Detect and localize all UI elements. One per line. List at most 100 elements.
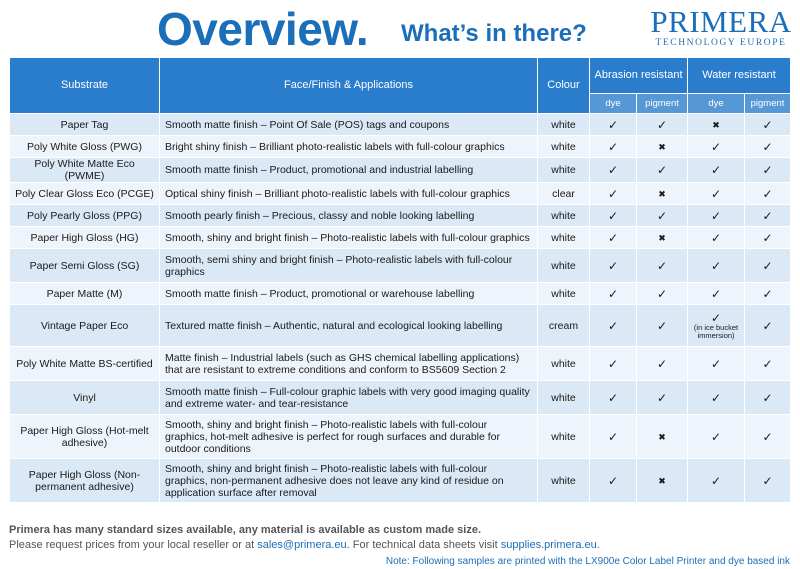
table-row: Vinyl Smooth matte finish – Full-colour g…: [9, 380, 792, 415]
table-row: Paper High Gloss (Non-permanent adhesive…: [9, 458, 792, 503]
check-icon: ✓: [762, 139, 773, 154]
header-face: Face/Finish & Applications: [159, 57, 538, 114]
check-icon: ✓: [762, 117, 773, 132]
abrasion-dye-mark-check-icon: ✓: [589, 304, 637, 347]
page-subtitle: What’s in there?: [401, 20, 587, 47]
check-icon: ✓: [710, 473, 722, 488]
check-icon: ✓: [656, 117, 668, 132]
colour-cell: white: [537, 157, 590, 183]
check-icon: ✓: [762, 186, 773, 201]
face-finish-cell: Matte finish – Industrial labels (such a…: [159, 346, 538, 381]
colour-cell: cream: [537, 304, 590, 347]
water-pigment-mark-check-icon: ✓: [744, 346, 792, 381]
colour-cell: white: [537, 226, 590, 249]
check-icon: ✓: [762, 163, 773, 177]
abrasion-pigment-mark-cross-icon: ✖: [635, 458, 689, 503]
supplies-site-link[interactable]: supplies.primera.eu: [500, 539, 597, 551]
check-icon: ✓: [607, 356, 619, 371]
water-pigment-mark-check-icon: ✓: [744, 458, 792, 503]
abrasion-pigment-mark-check-icon: ✓: [635, 282, 689, 305]
check-icon: ✓: [656, 163, 668, 177]
check-icon: ✓: [656, 318, 668, 333]
water-pigment-mark-check-icon: ✓: [744, 380, 792, 415]
check-icon: ✓: [607, 258, 619, 273]
abrasion-pigment-mark-check-icon: ✓: [635, 346, 689, 381]
substrate-cell: Paper Semi Gloss (SG): [9, 248, 160, 283]
abrasion-pigment-mark-check-icon: ✓: [635, 157, 689, 183]
check-icon: ✓: [710, 258, 722, 273]
footer-sizes-text: Primera has many standard sizes availabl…: [9, 524, 482, 536]
page-header: Overview. What’s in there? PRIMERA TECHN…: [0, 0, 800, 56]
check-icon: ✓: [607, 163, 619, 177]
water-dye-note: (in ice bucket immersion): [693, 322, 739, 340]
check-icon: ✓: [607, 230, 619, 245]
water-dye-mark-check-icon: ✓: [687, 204, 746, 227]
check-icon: ✓: [607, 186, 619, 201]
water-dye-mark-check-icon: ✓: [687, 282, 746, 305]
table-row: Poly White Matte Eco (PWME) Smooth matte …: [9, 157, 792, 183]
abrasion-dye-mark-check-icon: ✓: [589, 182, 637, 205]
water-pigment-mark-check-icon: ✓: [744, 204, 792, 227]
substrate-cell: Poly Pearly Gloss (PPG): [9, 204, 160, 227]
abrasion-dye-mark-check-icon: ✓: [589, 204, 637, 227]
check-icon: ✓: [710, 356, 722, 371]
overview-table: Substrate Face/Finish & Applications Col…: [9, 57, 792, 503]
footer-text-a: Please request prices from your local re…: [9, 539, 258, 551]
water-dye-mark-check-icon: ✓ (in ice bucket immersion): [687, 304, 746, 347]
cross-icon: ✖: [658, 232, 666, 243]
check-icon: ✓: [762, 390, 773, 405]
abrasion-pigment-mark-check-icon: ✓: [635, 304, 689, 347]
header-water-pigment: pigment: [744, 93, 792, 114]
abrasion-pigment-mark-check-icon: ✓: [635, 113, 689, 136]
face-finish-cell: Smooth matte finish – Product, promotion…: [159, 157, 538, 183]
face-finish-cell: Smooth matte finish – Point Of Sale (POS…: [159, 113, 538, 136]
abrasion-dye-mark-check-icon: ✓: [589, 248, 637, 283]
check-icon: ✓: [607, 390, 619, 405]
substrate-cell: Paper Matte (M): [9, 282, 160, 305]
abrasion-dye-mark-check-icon: ✓: [589, 135, 637, 158]
colour-cell: white: [537, 458, 590, 503]
check-icon: ✓: [607, 286, 619, 301]
colour-cell: white: [537, 135, 590, 158]
table-row: Poly Clear Gloss Eco (PCGE) Optical shiny…: [9, 182, 792, 205]
table-row: Vintage Paper Eco Textured matte finish –…: [9, 304, 792, 347]
substrate-cell: Vintage Paper Eco: [9, 304, 160, 347]
check-icon: ✓: [656, 356, 668, 371]
check-icon: ✓: [762, 258, 773, 273]
water-pigment-mark-check-icon: ✓: [744, 414, 792, 459]
table-row: Paper Matte (M) Smooth matte finish – Pro…: [9, 282, 792, 305]
check-icon: ✓: [762, 356, 773, 371]
abrasion-dye-mark-check-icon: ✓: [589, 226, 637, 249]
abrasion-dye-mark-check-icon: ✓: [589, 282, 637, 305]
check-icon: ✓: [710, 186, 722, 201]
cross-icon: ✖: [658, 141, 666, 152]
check-icon: ✓: [656, 286, 668, 301]
table-row: Paper Tag Smooth matte finish – Point Of …: [9, 113, 792, 136]
abrasion-dye-mark-check-icon: ✓: [589, 346, 637, 381]
header-substrate: Substrate: [9, 57, 160, 114]
substrate-cell: Paper High Gloss (Hot-melt adhesive): [9, 414, 160, 459]
check-icon: ✓: [762, 473, 773, 488]
check-icon: ✓: [607, 473, 619, 488]
face-finish-cell: Optical shiny finish – Brilliant photo-r…: [159, 182, 538, 205]
check-icon: ✓: [710, 390, 722, 405]
abrasion-dye-mark-check-icon: ✓: [589, 458, 637, 503]
check-icon: ✓: [656, 390, 668, 405]
abrasion-pigment-mark-check-icon: ✓: [635, 248, 689, 283]
check-icon: ✓: [656, 208, 668, 223]
check-icon: ✓: [607, 429, 619, 444]
brand-name: PRIMERA: [650, 4, 792, 39]
footer-text-b: . For technical data sheets visit: [346, 539, 501, 551]
water-dye-mark-check-icon: ✓: [687, 414, 746, 459]
check-icon: ✓: [710, 163, 722, 177]
sales-email-link[interactable]: sales@primera.eu: [257, 539, 347, 551]
cross-icon: ✖: [658, 431, 666, 442]
abrasion-dye-mark-check-icon: ✓: [589, 414, 637, 459]
check-icon: ✓: [762, 230, 773, 245]
substrate-cell: Poly White Gloss (PWG): [9, 135, 160, 158]
check-icon: ✓: [607, 117, 619, 132]
footer-contact-text: Please request prices from your local re…: [9, 538, 790, 553]
check-icon: ✓: [762, 286, 773, 301]
substrate-cell: Vinyl: [9, 380, 160, 415]
check-icon: ✓: [762, 429, 773, 444]
